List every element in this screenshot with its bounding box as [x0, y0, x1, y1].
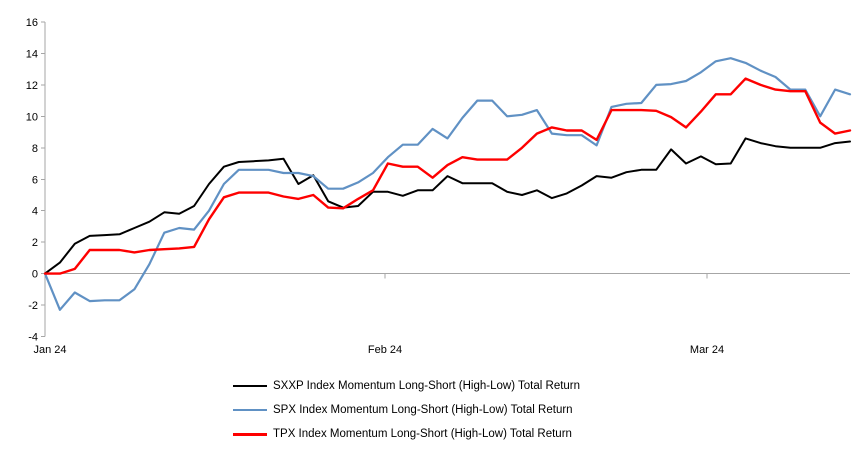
series-line-tpx: [43, 77, 852, 275]
y-axis-label: 2: [32, 237, 38, 249]
legend-label-sxxp: SXXP Index Momentum Long-Short (High-Low…: [273, 380, 581, 392]
y-axis-label: 12: [26, 80, 38, 92]
x-axis-label: Jan 24: [33, 344, 66, 356]
y-axis-label: 10: [26, 111, 38, 123]
y-axis-label: 4: [32, 206, 38, 218]
series-line-sxxp: [44, 137, 851, 275]
y-axis-label: 0: [32, 269, 38, 281]
y-axis-label: -2: [28, 300, 38, 312]
legend-item-spx: SPX Index Momentum Long-Short (High-Low)…: [233, 398, 580, 422]
legend-item-sxxp: SXXP Index Momentum Long-Short (High-Low…: [233, 374, 580, 398]
y-axis-label: 6: [32, 174, 38, 186]
y-axis-label: 14: [26, 48, 38, 60]
legend-line-swatch-sxxp: [233, 385, 267, 387]
legend-label-spx: SPX Index Momentum Long-Short (High-Low)…: [273, 404, 573, 416]
x-axis-label: Feb 24: [368, 344, 402, 356]
legend-item-tpx: TPX Index Momentum Long-Short (High-Low)…: [233, 422, 580, 446]
y-axis-label: 8: [32, 143, 38, 155]
y-axis-label: -4: [28, 332, 38, 344]
y-axis-label: 16: [26, 17, 38, 29]
legend-line-swatch-spx: [233, 409, 267, 411]
legend-label-tpx: TPX Index Momentum Long-Short (High-Low)…: [273, 428, 572, 440]
legend: SXXP Index Momentum Long-Short (High-Low…: [233, 374, 580, 446]
x-axis-label: Mar 24: [690, 344, 724, 356]
legend-line-swatch-tpx: [233, 432, 267, 436]
series-line-spx: [43, 57, 852, 311]
